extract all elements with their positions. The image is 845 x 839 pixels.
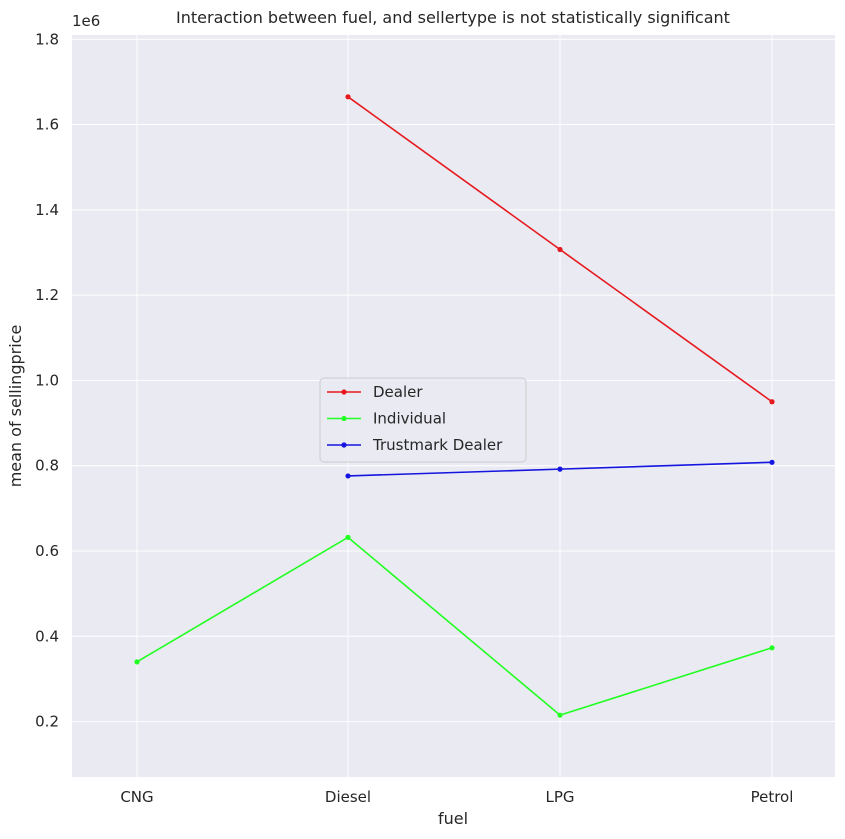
series-line bbox=[136, 536, 773, 717]
legend: Dealer Individual Trustmark Dealer bbox=[319, 377, 527, 463]
y-tick-label: 1.2 bbox=[35, 286, 59, 304]
legend-swatch-marker bbox=[341, 415, 347, 422]
y-axis-label: mean of sellingprice bbox=[6, 325, 25, 488]
legend-entry-label: Individual bbox=[373, 410, 446, 428]
data-point bbox=[769, 645, 775, 651]
y-tick-label: 1.0 bbox=[35, 371, 59, 389]
data-point bbox=[345, 473, 351, 479]
data-point bbox=[345, 94, 351, 100]
series-trustmark-dealer bbox=[345, 459, 775, 479]
y-tick-label: 0.2 bbox=[35, 713, 59, 731]
y-tick-label: 1.8 bbox=[35, 30, 59, 48]
data-point bbox=[557, 712, 563, 718]
series-layer bbox=[134, 94, 775, 718]
y-tick-label: 0.4 bbox=[35, 627, 59, 645]
data-point bbox=[134, 659, 140, 665]
data-point bbox=[557, 246, 563, 253]
x-tick-label: CNG bbox=[120, 788, 153, 806]
series-individual bbox=[134, 534, 775, 718]
data-point bbox=[345, 534, 351, 540]
data-point bbox=[769, 399, 775, 405]
y-tick-label: 0.6 bbox=[35, 542, 59, 560]
y-tick-label: 1.6 bbox=[35, 116, 59, 134]
y-offset-label: 1e6 bbox=[72, 12, 100, 30]
x-tick-label: Diesel bbox=[325, 788, 371, 806]
x-axis-label: fuel bbox=[438, 809, 468, 828]
data-point bbox=[769, 459, 775, 465]
data-point bbox=[557, 466, 563, 472]
legend-entry-label: Trustmark Dealer bbox=[372, 436, 503, 454]
tick-labels: CNG Diesel LPG Petrol 0.2 0.4 0.6 0.8 1.0 1.2 1.4 1… bbox=[35, 30, 793, 806]
legend-swatch-marker bbox=[341, 389, 347, 395]
legend-box bbox=[319, 377, 527, 463]
chart-title: Interaction between fuel, and sellertype… bbox=[176, 8, 730, 27]
y-tick-label: 1.4 bbox=[35, 201, 59, 219]
series-dealer bbox=[345, 94, 775, 405]
legend-swatch-marker bbox=[341, 442, 347, 448]
x-tick-label: LPG bbox=[545, 788, 574, 806]
x-tick-label: Petrol bbox=[751, 788, 794, 806]
legend-entry-label: Dealer bbox=[373, 383, 423, 401]
y-tick-label: 0.8 bbox=[35, 457, 59, 475]
